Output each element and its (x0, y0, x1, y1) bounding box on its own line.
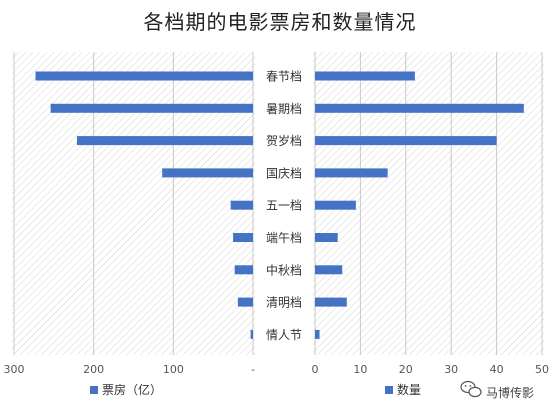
wechat-icon (460, 380, 482, 398)
category-label-bg-2 (258, 131, 310, 150)
bar-boxoffice-7 (237, 297, 253, 307)
tick-right-0: 0 (312, 363, 319, 376)
legend-label-count: 数量 (397, 382, 421, 397)
category-label-3: 国庆档 (266, 166, 302, 180)
bar-count-2 (315, 136, 497, 146)
bar-boxoffice-8 (250, 329, 253, 339)
category-label-bg-0 (258, 67, 310, 85)
bar-boxoffice-3 (162, 168, 253, 178)
tick-left-3: - (251, 363, 255, 376)
category-label-6: 中秋档 (266, 262, 302, 277)
category-label-0: 春节档 (266, 70, 302, 84)
legend-swatch-count (385, 386, 393, 394)
category-label-bg-8 (258, 325, 310, 344)
category-label-bg-1 (258, 99, 310, 118)
category-label-bg-5 (258, 228, 310, 247)
category-label-7: 清明档 (266, 296, 302, 310)
bar-count-7 (315, 297, 347, 307)
category-label-bg-4 (258, 196, 310, 215)
bar-count-8 (315, 329, 320, 339)
category-label-1: 暑期档 (266, 102, 302, 116)
category-label-8: 情人节 (266, 328, 302, 342)
category-label-bg-3 (258, 163, 310, 182)
bar-boxoffice-5 (233, 233, 253, 242)
tick-left-0: 300 (4, 363, 25, 376)
watermark: 马博传影 (460, 380, 534, 400)
tick-right-5: 50 (535, 363, 549, 376)
tick-right-4: 40 (490, 363, 504, 376)
legend-label-boxoffice: 票房（亿） (102, 382, 162, 397)
bar-count-3 (315, 168, 388, 178)
bar-count-0 (315, 71, 415, 81)
legend-swatch-boxoffice (90, 386, 98, 394)
chart-title: 各档期的电影票房和数量情况 (143, 10, 417, 34)
category-label-5: 端午档 (266, 231, 302, 245)
bar-boxoffice-6 (234, 265, 253, 275)
tick-left-2: 100 (163, 363, 184, 376)
bar-count-5 (315, 233, 338, 242)
bar-count-1 (315, 103, 524, 113)
category-label-2: 贺岁档 (266, 133, 302, 148)
bar-count-6 (315, 265, 343, 275)
category-label-bg-7 (258, 293, 310, 312)
bar-boxoffice-4 (230, 200, 253, 210)
bar-boxoffice-1 (50, 103, 253, 113)
tick-right-1: 10 (353, 363, 367, 376)
bar-boxoffice-2 (76, 136, 253, 146)
watermark-text: 马博传影 (486, 385, 534, 400)
tick-right-3: 30 (444, 363, 458, 376)
tick-left-1: 200 (83, 363, 104, 376)
bar-count-4 (315, 200, 356, 210)
left-plot-area (12, 52, 255, 355)
bar-boxoffice-0 (35, 71, 254, 81)
category-label-4: 五一档 (266, 199, 302, 213)
tick-right-2: 20 (399, 363, 413, 376)
category-label-bg-6 (258, 260, 310, 279)
